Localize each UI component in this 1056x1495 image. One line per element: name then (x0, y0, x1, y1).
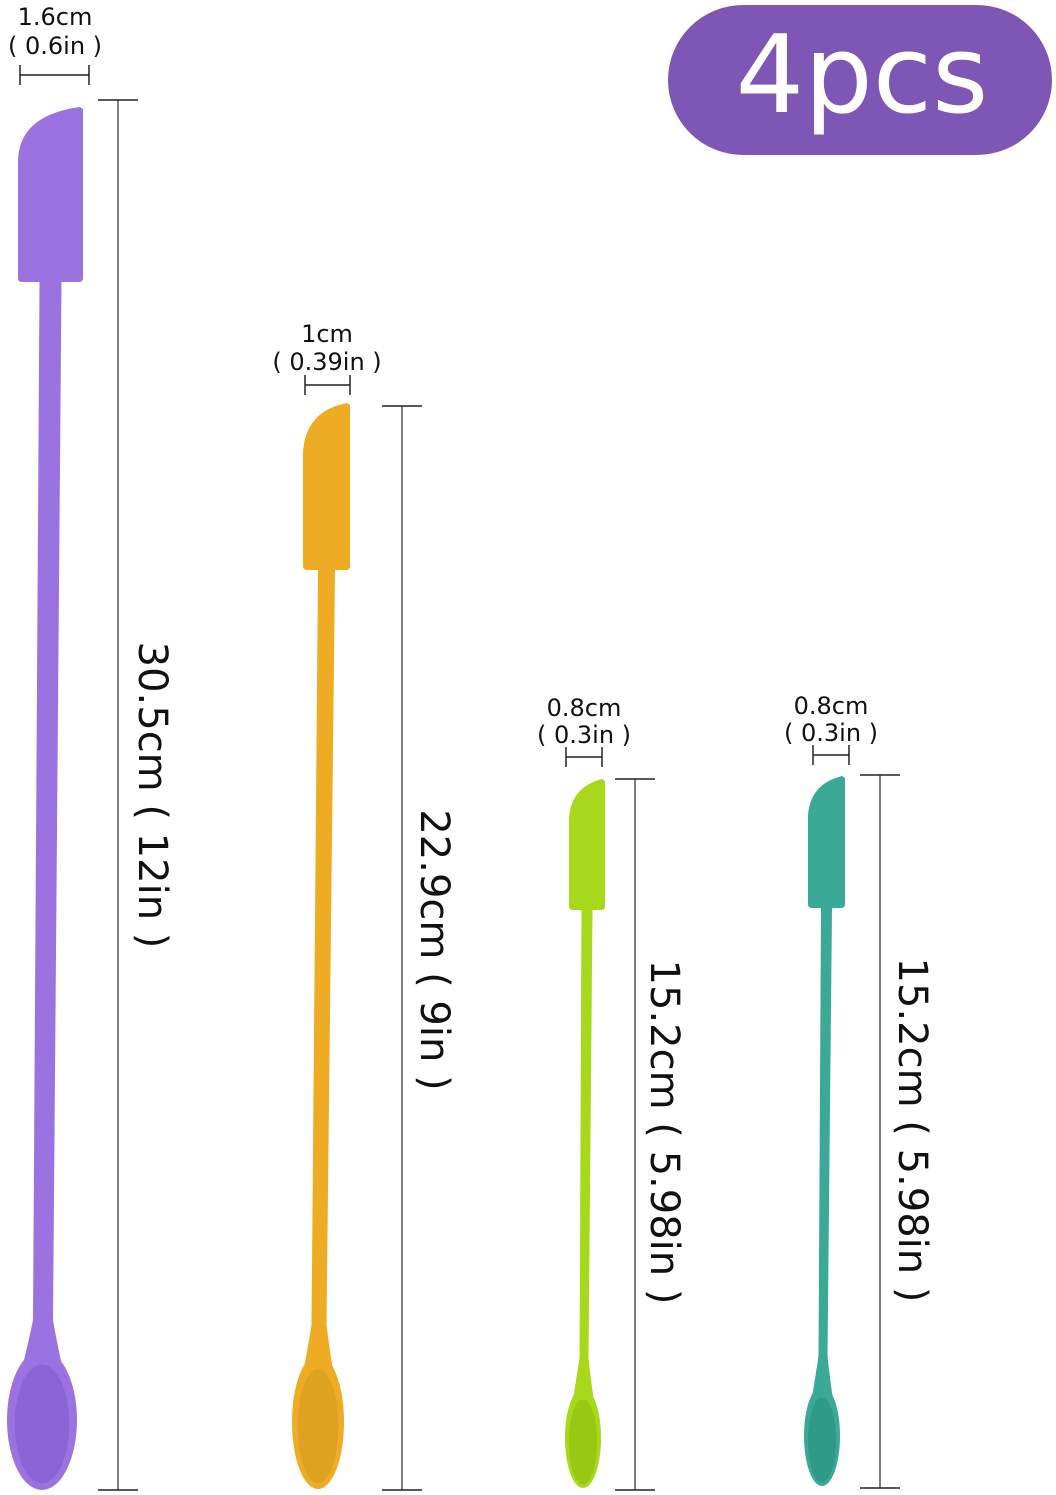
count-badge: 4pcs (668, 5, 1052, 155)
length-label: 22.9cm ( 9in ) (411, 809, 457, 1090)
width-in-label: ( 0.6in ) (8, 32, 102, 60)
badge-label: 4pcs (736, 13, 989, 138)
length-label: 15.2cm ( 5.98in ) (889, 958, 935, 1303)
spoon-bowl-inner (14, 1364, 70, 1484)
width-in-label: ( 0.3in ) (784, 719, 878, 747)
width-cm-label: 1.6cm (18, 3, 93, 31)
width-in-label: ( 0.3in ) (537, 721, 631, 749)
length-label: 30.5cm ( 12in ) (129, 642, 175, 949)
spatula-head (808, 776, 845, 908)
spatula-head (303, 403, 350, 570)
spatula-1: 30.5cm ( 12in ) 1.6cm( 0.6in ) (7, 3, 175, 1491)
width-in-label: ( 0.39in ) (272, 348, 381, 376)
spatula-handle (7, 282, 77, 1420)
spatula-handle (565, 910, 601, 1438)
spatula-head (569, 779, 605, 910)
width-cm-label: 1cm (301, 320, 353, 348)
spoon-bowl-inner (297, 1369, 339, 1483)
spoon-bowl-inner (807, 1397, 837, 1483)
spatula-handle (804, 908, 840, 1436)
spatula-3: 15.2cm ( 5.98in ) 0.8cm( 0.3in ) (537, 694, 687, 1491)
width-cm-label: 0.8cm (794, 692, 869, 720)
spatula-handle (292, 570, 344, 1422)
badge-background (668, 5, 1052, 155)
spatula-4: 15.2cm ( 5.98in ) 0.8cm( 0.3in ) (784, 692, 935, 1489)
width-cm-label: 0.8cm (547, 694, 622, 722)
spatula-2: 22.9cm ( 9in ) 1cm( 0.39in ) (272, 320, 457, 1491)
spatula-head (18, 107, 83, 282)
length-label: 15.2cm ( 5.98in ) (641, 960, 687, 1305)
spoon-bowl-inner (568, 1399, 598, 1485)
